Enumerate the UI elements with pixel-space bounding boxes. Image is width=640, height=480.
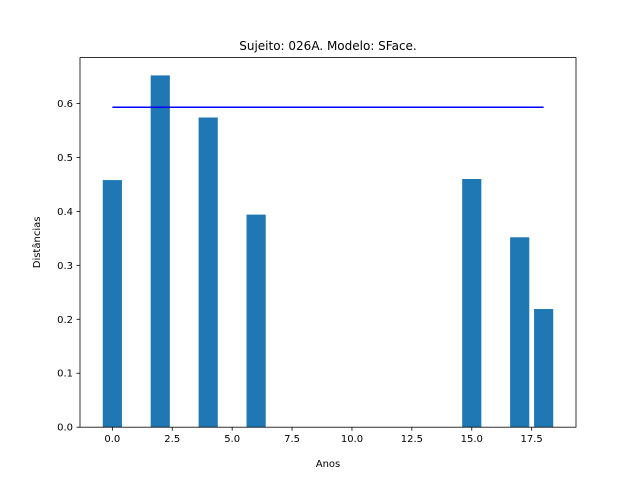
x-tick-label-7: 17.5 <box>521 434 543 445</box>
bar-3 <box>246 214 266 428</box>
y-tick-label-1: 0.1 <box>57 369 73 380</box>
axes-frame <box>79 57 577 428</box>
y-tick-label-0: 0.0 <box>57 423 73 434</box>
x-axis: 0.0 2.5 5.0 7.5 10.0 12.5 15.0 17.5 <box>104 427 543 445</box>
bar-2 <box>198 117 218 428</box>
x-tick-label-3: 7.5 <box>284 434 300 445</box>
chart-title: Sujeito: 026A. Modelo: SFace. <box>239 39 417 53</box>
bar-0 <box>102 180 122 428</box>
x-tick-label-5: 12.5 <box>401 434 423 445</box>
x-axis-label: Anos <box>316 459 341 470</box>
x-tick-label-4: 10.0 <box>341 434 363 445</box>
y-tick-label-2: 0.2 <box>57 315 73 326</box>
bars-group <box>102 75 554 428</box>
y-tick-label-4: 0.4 <box>57 207 73 218</box>
y-tick-label-5: 0.5 <box>57 153 73 164</box>
bar-6 <box>534 309 554 428</box>
bar-4 <box>462 179 482 428</box>
y-axis: 0.0 0.1 0.2 0.3 0.4 0.5 0.6 <box>57 99 80 434</box>
x-tick-label-0: 0.0 <box>104 434 120 445</box>
x-tick-label-2: 5.0 <box>224 434 240 445</box>
y-tick-label-6: 0.6 <box>57 99 73 110</box>
x-tick-label-6: 15.0 <box>461 434 483 445</box>
y-axis-label: Distâncias <box>31 217 43 269</box>
bar-5 <box>510 237 530 428</box>
y-tick-label-3: 0.3 <box>57 261 73 272</box>
bar-1 <box>150 75 170 428</box>
x-tick-label-1: 2.5 <box>164 434 180 445</box>
